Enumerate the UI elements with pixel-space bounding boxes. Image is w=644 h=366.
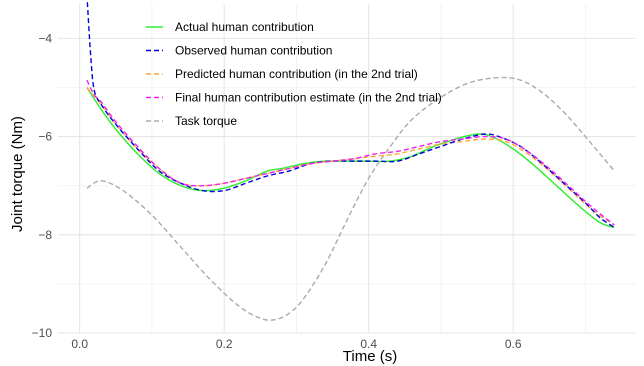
series-layer: [86, 0, 615, 321]
x-axis-label: Time (s): [343, 348, 397, 365]
x-tick-label: 0.4: [360, 337, 377, 351]
legend-label-3: Final human contribution estimate (in th…: [175, 91, 442, 105]
grid-major: [58, 4, 636, 334]
legend-label-1: Observed human contribution: [175, 44, 332, 58]
y-tick-label: −6: [38, 130, 52, 144]
x-tick-labels: 0.0 0.2 0.4 0.6: [71, 337, 522, 351]
legend-label-0: Actual human contribution: [175, 20, 314, 34]
series-line-1: [86, 0, 615, 229]
legend-label-2: Predicted human contribution (in the 2nd…: [175, 67, 418, 81]
y-axis-label: Joint torque (Nm): [9, 116, 26, 232]
legend-label-4: Task torque: [175, 114, 237, 128]
x-tick-label: 0.6: [505, 337, 522, 351]
y-tick-labels: −10 −8 −6 −4: [32, 31, 53, 340]
series-line-3: [86, 79, 615, 226]
y-tick-label: −4: [38, 31, 52, 45]
y-tick-label: −8: [38, 228, 52, 242]
series-line-0: [86, 87, 615, 229]
series-line-4: [86, 76, 615, 321]
y-tick-label: −10: [32, 326, 53, 340]
x-tick-label: 0.2: [216, 337, 233, 351]
x-tick-label: 0.0: [71, 337, 88, 351]
legend: Actual human contribution Observed human …: [146, 20, 442, 128]
